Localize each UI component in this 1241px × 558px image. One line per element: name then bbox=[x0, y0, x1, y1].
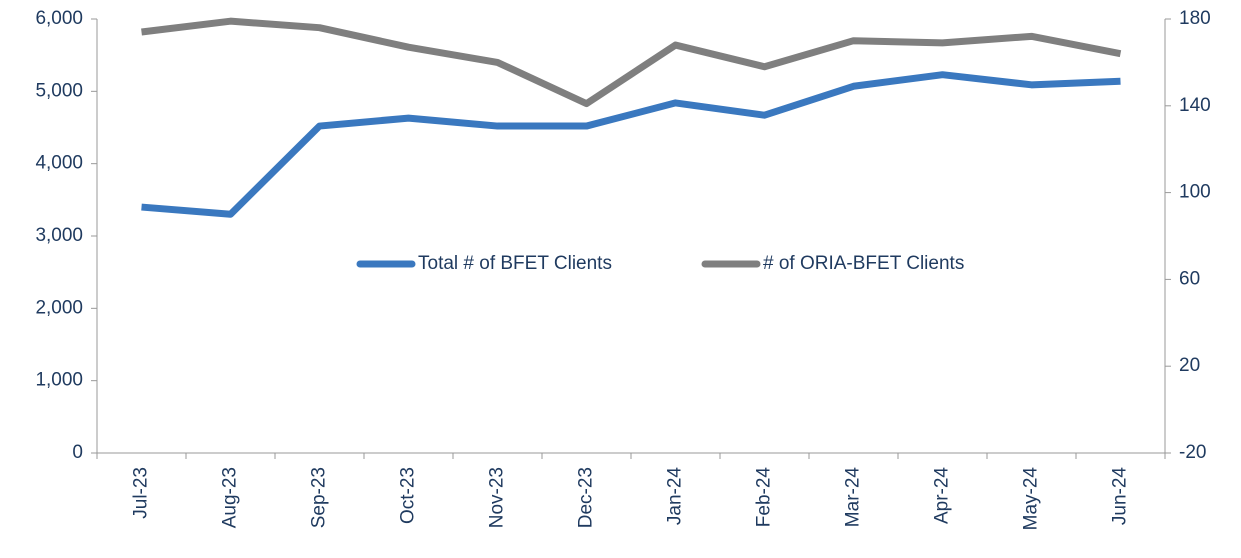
x-tick-label: May-24 bbox=[1021, 467, 1042, 531]
y2-tick-label: 60 bbox=[1179, 268, 1200, 289]
x-tick-label: Jul-23 bbox=[131, 467, 152, 519]
y-tick-label: 6,000 bbox=[35, 8, 83, 29]
x-tick-label: Nov-23 bbox=[487, 467, 508, 528]
x-tick-label: Apr-24 bbox=[932, 467, 953, 524]
line-series bbox=[141, 17, 1122, 108]
x-tick-label: Jan-24 bbox=[665, 467, 686, 526]
y-tick-label: 3,000 bbox=[35, 225, 83, 246]
y-tick-label: 5,000 bbox=[35, 80, 83, 101]
y-tick-label: 1,000 bbox=[35, 370, 83, 391]
y2-tick-label: -20 bbox=[1179, 442, 1206, 463]
legend-label: Total # of BFET Clients bbox=[418, 253, 612, 274]
x-tick-label: Jun-24 bbox=[1110, 467, 1131, 526]
y-tick-label: 4,000 bbox=[35, 153, 83, 174]
y2-tick-label: 100 bbox=[1179, 182, 1211, 203]
y2-tick-label: 20 bbox=[1179, 355, 1200, 376]
line-series bbox=[141, 71, 1121, 218]
x-tick-label: Sep-23 bbox=[309, 467, 330, 528]
y-tick-label: 0 bbox=[72, 442, 83, 463]
x-tick-label: Feb-24 bbox=[754, 467, 775, 528]
legend-label: # of ORIA-BFET Clients bbox=[763, 253, 964, 274]
x-tick-label: Oct-23 bbox=[398, 467, 419, 524]
x-tick-label: Dec-23 bbox=[576, 467, 597, 528]
y2-tick-label: 140 bbox=[1179, 95, 1211, 116]
x-tick-label: Mar-24 bbox=[843, 467, 864, 528]
x-tick-label: Aug-23 bbox=[220, 467, 241, 528]
y-tick-label: 2,000 bbox=[35, 297, 83, 318]
y2-tick-label: 180 bbox=[1179, 8, 1211, 29]
